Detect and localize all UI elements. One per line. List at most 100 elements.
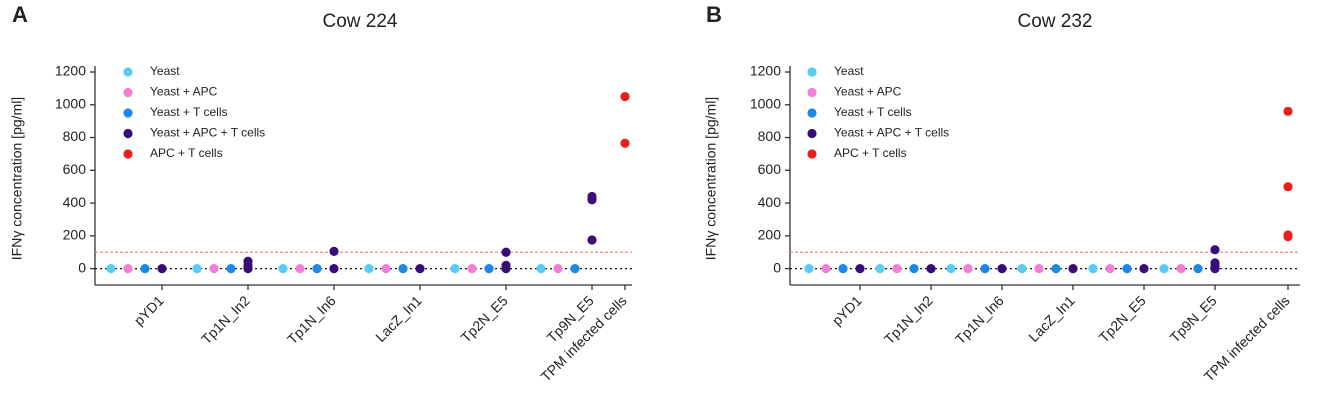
y-tick-label: 800 bbox=[758, 128, 782, 144]
data-point bbox=[484, 264, 494, 274]
x-tick-label: Tp1N_In6 bbox=[952, 292, 1007, 347]
data-point bbox=[855, 264, 865, 274]
data-point bbox=[875, 264, 885, 274]
data-point bbox=[1051, 264, 1061, 274]
data-point bbox=[1210, 245, 1220, 255]
data-point bbox=[946, 264, 956, 274]
x-tick-label: Tp1N_In2 bbox=[881, 292, 936, 347]
data-point bbox=[278, 264, 288, 274]
data-point bbox=[570, 264, 580, 274]
data-point bbox=[1017, 264, 1027, 274]
data-point bbox=[838, 264, 848, 274]
legend-label: Yeast + APC bbox=[834, 85, 902, 99]
data-point bbox=[1159, 264, 1169, 274]
data-point bbox=[1283, 182, 1293, 192]
y-axis-label: IFNγ concentration [pg/ml] bbox=[9, 97, 25, 260]
data-point bbox=[209, 264, 219, 274]
data-point bbox=[1210, 258, 1220, 268]
x-tick-label: LacZ_In1 bbox=[1025, 292, 1078, 345]
x-tick-label: Tp1N_In2 bbox=[198, 292, 253, 347]
y-tick-label: 600 bbox=[758, 161, 782, 177]
data-point bbox=[909, 264, 919, 274]
x-tick-label: Tp9N_E5 bbox=[1167, 292, 1220, 345]
data-point bbox=[312, 264, 322, 274]
y-axis-label: IFNγ concentration [pg/ml] bbox=[703, 97, 719, 260]
legend-marker bbox=[123, 67, 133, 77]
legend-marker bbox=[807, 128, 817, 139]
data-point bbox=[415, 264, 425, 274]
legend-label: APC + T cells bbox=[834, 146, 907, 160]
data-point bbox=[804, 264, 814, 274]
data-point bbox=[1105, 264, 1115, 274]
data-point bbox=[329, 246, 339, 257]
data-point bbox=[587, 235, 597, 245]
legend-marker bbox=[123, 87, 133, 98]
data-point bbox=[926, 264, 936, 274]
y-tick-label: 1200 bbox=[55, 63, 86, 79]
y-tick-label: 400 bbox=[63, 194, 87, 210]
data-point bbox=[381, 264, 391, 274]
data-point bbox=[123, 264, 133, 274]
data-point bbox=[892, 264, 902, 274]
data-point bbox=[587, 191, 597, 202]
data-point bbox=[226, 264, 236, 274]
data-point bbox=[450, 264, 460, 274]
legend-label: Yeast bbox=[834, 64, 864, 78]
legend-label: Yeast + APC + T cells bbox=[150, 126, 265, 140]
data-point bbox=[157, 264, 167, 274]
y-tick-label: 1000 bbox=[55, 95, 86, 111]
data-point bbox=[501, 247, 511, 257]
data-point bbox=[1122, 264, 1132, 274]
y-tick-label: 1000 bbox=[750, 95, 781, 111]
x-tick-label: Tp2N_E5 bbox=[1096, 292, 1149, 345]
data-point bbox=[295, 264, 305, 274]
data-point bbox=[329, 264, 339, 274]
legend-label: Yeast + T cells bbox=[834, 105, 912, 119]
legend-marker bbox=[123, 128, 133, 139]
x-tick-label: Tp1N_In6 bbox=[284, 292, 339, 347]
legend-marker bbox=[123, 149, 133, 159]
legend-marker bbox=[807, 87, 817, 98]
data-point bbox=[1088, 264, 1098, 274]
data-point bbox=[243, 256, 253, 266]
data-point bbox=[963, 264, 973, 274]
x-tick-label: Tp2N_E5 bbox=[458, 292, 511, 345]
chart-title: Cow 224 bbox=[323, 11, 398, 32]
panel-label: B bbox=[706, 2, 722, 27]
data-point bbox=[467, 264, 477, 274]
data-point bbox=[140, 264, 150, 274]
y-tick-label: 400 bbox=[758, 194, 782, 210]
legend-label: Yeast bbox=[150, 64, 180, 78]
data-point bbox=[1139, 264, 1149, 274]
data-point bbox=[620, 91, 630, 102]
data-point bbox=[553, 264, 563, 274]
data-point bbox=[1283, 106, 1293, 116]
y-tick-label: 1200 bbox=[750, 63, 781, 79]
y-tick-label: 200 bbox=[758, 227, 782, 243]
data-point bbox=[1176, 264, 1186, 274]
data-point bbox=[1283, 230, 1293, 240]
data-point bbox=[821, 264, 831, 274]
legend-marker bbox=[807, 67, 817, 77]
legend-label: APC + T cells bbox=[150, 146, 223, 160]
data-point bbox=[364, 264, 374, 274]
x-tick-label: pYD1 bbox=[131, 292, 167, 328]
y-tick-label: 800 bbox=[63, 128, 87, 144]
x-tick-label: pYD1 bbox=[829, 292, 865, 328]
legend-marker bbox=[807, 149, 817, 159]
y-tick-label: 0 bbox=[773, 259, 781, 275]
data-point bbox=[1068, 264, 1078, 274]
data-point bbox=[106, 264, 116, 274]
y-tick-label: 600 bbox=[63, 161, 87, 177]
y-tick-label: 200 bbox=[63, 227, 87, 243]
data-point bbox=[997, 264, 1007, 274]
data-point bbox=[501, 260, 511, 270]
legend-marker bbox=[807, 108, 817, 118]
legend-label: Yeast + APC + T cells bbox=[834, 126, 949, 140]
panel-label: A bbox=[12, 2, 28, 27]
data-point bbox=[1034, 264, 1044, 274]
data-point bbox=[398, 264, 408, 274]
legend-label: Yeast + APC bbox=[150, 85, 218, 99]
legend-marker bbox=[123, 108, 133, 118]
